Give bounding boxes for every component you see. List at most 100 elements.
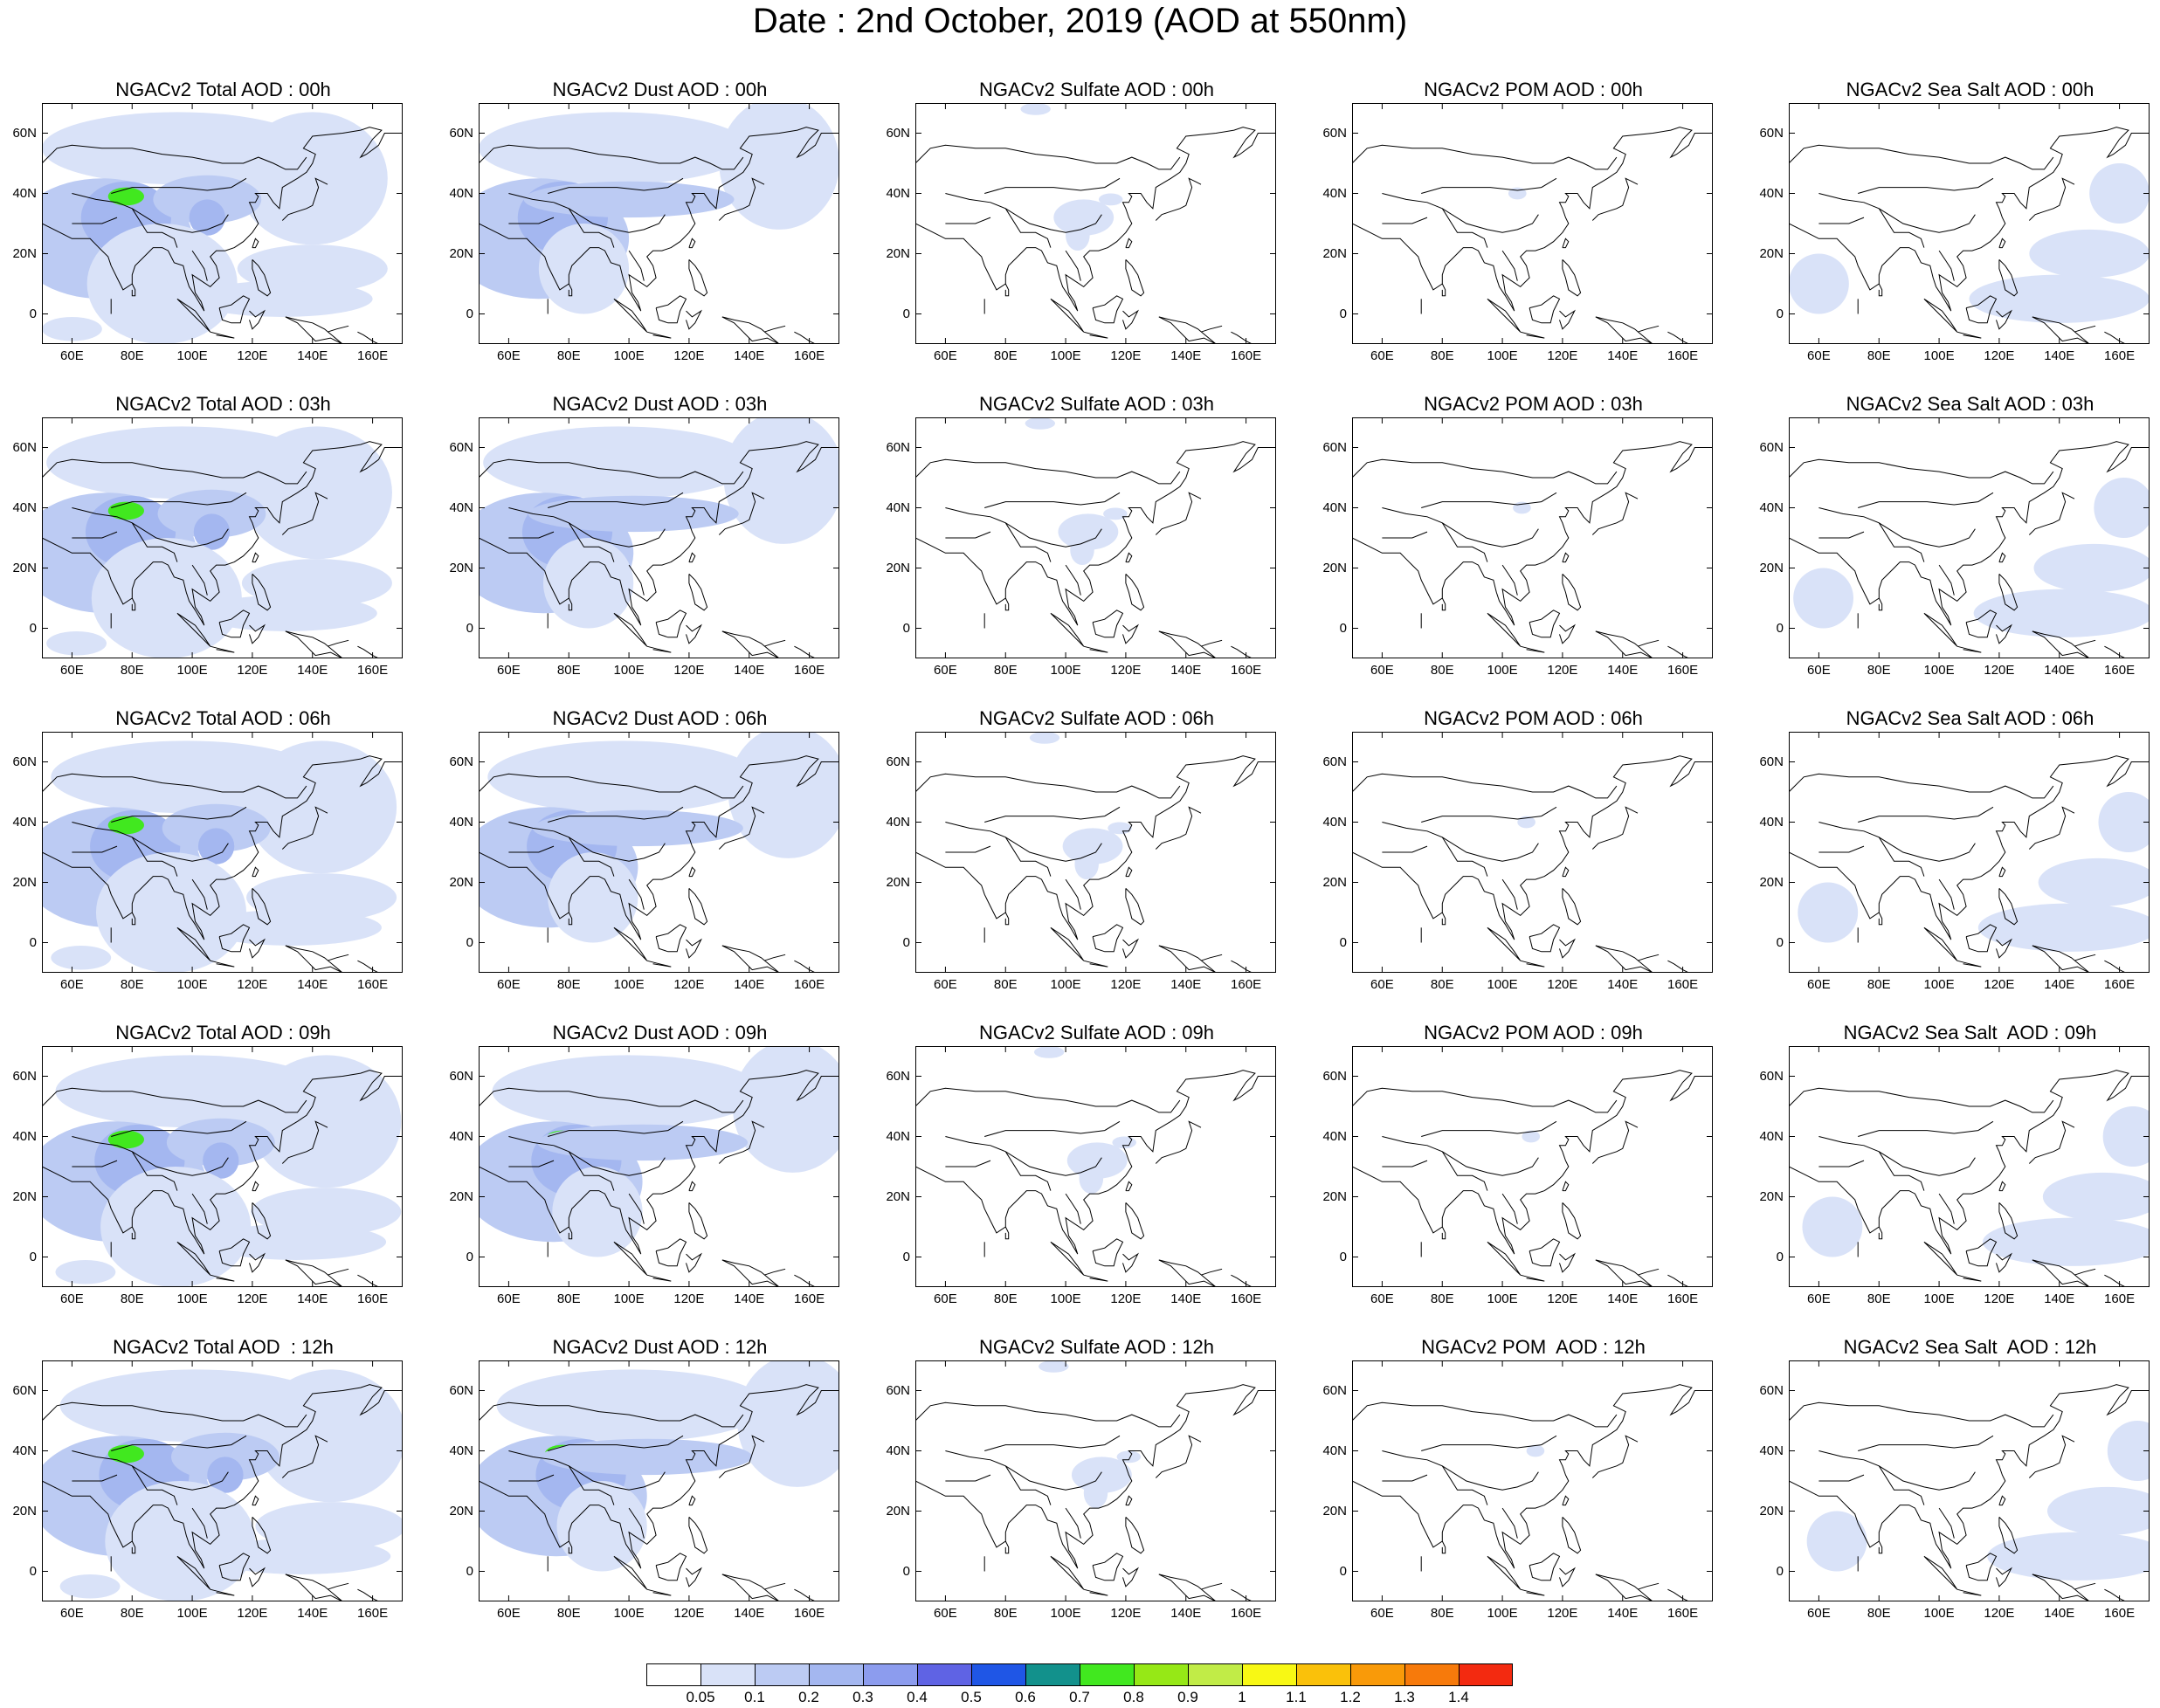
coastline [1487, 298, 1522, 333]
coastline [327, 639, 349, 647]
coastline [42, 127, 403, 312]
latitude-label: 60N [886, 1382, 910, 1398]
coastline [131, 837, 178, 877]
longitude-label: 140E [2044, 1606, 2075, 1621]
coastline [1200, 325, 1223, 333]
longitude-label: 140E [2044, 348, 2075, 363]
coastline [2032, 630, 2090, 658]
longitude-label: 160E [1667, 348, 1699, 363]
coastline [1591, 177, 1639, 221]
coastline [568, 1540, 573, 1554]
map-panel: NGACv2 Dust AOD : 03h 60N 40N 20N 0 60E 80E 100… [437, 393, 873, 707]
coastline [1923, 1241, 1958, 1276]
coastline [1998, 1495, 2006, 1506]
aod-shading [51, 945, 112, 970]
longitude-label: 100E [176, 1291, 208, 1306]
coastline [628, 878, 645, 910]
coastline [1382, 193, 1539, 233]
coastline [1083, 645, 1108, 653]
coastline [655, 295, 687, 324]
coastline [945, 1450, 1102, 1491]
coastline [2104, 1274, 2126, 1287]
latitude-label: 20N [1759, 1503, 1784, 1519]
map-panel: NGACv2 Sulfate AOD : 06h 60N 40N 20N 0 60E 80E… [873, 707, 1310, 1022]
coastline [2028, 806, 2075, 850]
coastline [252, 1495, 259, 1506]
coastline [1878, 912, 1883, 926]
longitude-label: 160E [2104, 977, 2136, 992]
colorbar-swatch [1459, 1663, 1513, 1686]
coastline [1155, 806, 1202, 850]
coastline [984, 1435, 1121, 1451]
aod-shading [1987, 1532, 2150, 1581]
colorbar-label: 0.05 [686, 1689, 715, 1705]
longitude-label: 140E [1607, 977, 1639, 992]
coastline [1501, 250, 1518, 281]
coastline [42, 755, 403, 940]
colorbar-swatch [1134, 1663, 1188, 1686]
panel-title: NGACv2 POM AOD : 06h [1424, 707, 1643, 729]
coastline [1529, 1553, 1561, 1581]
coastline [1125, 1517, 1145, 1554]
coastline [2028, 177, 2075, 221]
coastline [686, 623, 702, 644]
coastline [1789, 1070, 2150, 1255]
coastline [1923, 1555, 1958, 1590]
coastline [1789, 441, 2150, 626]
coastline [1200, 639, 1223, 647]
latitude-label: 0 [1339, 1563, 1347, 1579]
coastline [1122, 309, 1139, 330]
panel-title: NGACv2 Total AOD : 06h [115, 707, 331, 729]
aod-shading [251, 1055, 402, 1188]
latitude-label: 40N [1759, 1443, 1784, 1458]
coastline [1441, 912, 1446, 926]
longitude-label: 60E [1370, 977, 1394, 992]
coastline [327, 325, 349, 333]
coastline [548, 177, 684, 194]
aod-shading [1802, 1196, 1863, 1257]
aod-shading [532, 809, 743, 847]
latitude-label: 60N [886, 439, 910, 455]
map-panel: NGACv2 Dust AOD : 00h 60N 40N 20N 0 60E 80E 100… [437, 79, 873, 393]
coastline [285, 1574, 343, 1601]
longitude-label: 80E [1430, 1291, 1454, 1306]
coastline [1562, 552, 1570, 563]
coastline [945, 507, 1102, 548]
coastline [655, 1553, 687, 1581]
longitude-label: 120E [1984, 977, 2015, 992]
longitude-label: 80E [993, 977, 1018, 992]
aod-shading [1806, 1511, 1867, 1572]
longitude-label: 160E [794, 663, 825, 678]
longitude-label: 60E [497, 1291, 521, 1306]
coastline [1956, 645, 1982, 653]
coastline [1441, 1465, 1488, 1505]
map-frame [915, 732, 1276, 973]
coastline [1858, 492, 1994, 508]
map-panel: NGACv2 Total AOD : 06h 60N 40N 20N 0 60E 80E 10… [0, 707, 437, 1022]
coastline [285, 316, 343, 344]
longitude-label: 100E [1050, 1291, 1081, 1306]
longitude-label: 60E [1807, 348, 1831, 363]
coastline [1352, 144, 1618, 170]
longitude-label: 140E [1170, 348, 1202, 363]
coastline [191, 1507, 208, 1539]
coastline [1520, 960, 1545, 968]
latitude-label: 40N [1759, 499, 1784, 515]
map-svg [1789, 417, 2150, 658]
map-border [42, 1046, 403, 1287]
longitude-label: 80E [556, 977, 581, 992]
coastline [1092, 1553, 1124, 1581]
longitude-label: 80E [1430, 663, 1454, 678]
longitude-label: 100E [1487, 663, 1518, 678]
coastline [1996, 938, 2012, 959]
coastline [686, 938, 702, 959]
longitude-label: 160E [2104, 663, 2136, 678]
coastline [945, 217, 991, 224]
colorbar-swatch [1025, 1663, 1080, 1686]
aod-shading [207, 1457, 244, 1493]
coastline [1501, 1193, 1518, 1224]
coastline [1158, 945, 1217, 973]
coastline [655, 610, 687, 638]
panel-title: NGACv2 POM AOD : 03h [1424, 393, 1643, 415]
coastline [249, 1252, 266, 1273]
